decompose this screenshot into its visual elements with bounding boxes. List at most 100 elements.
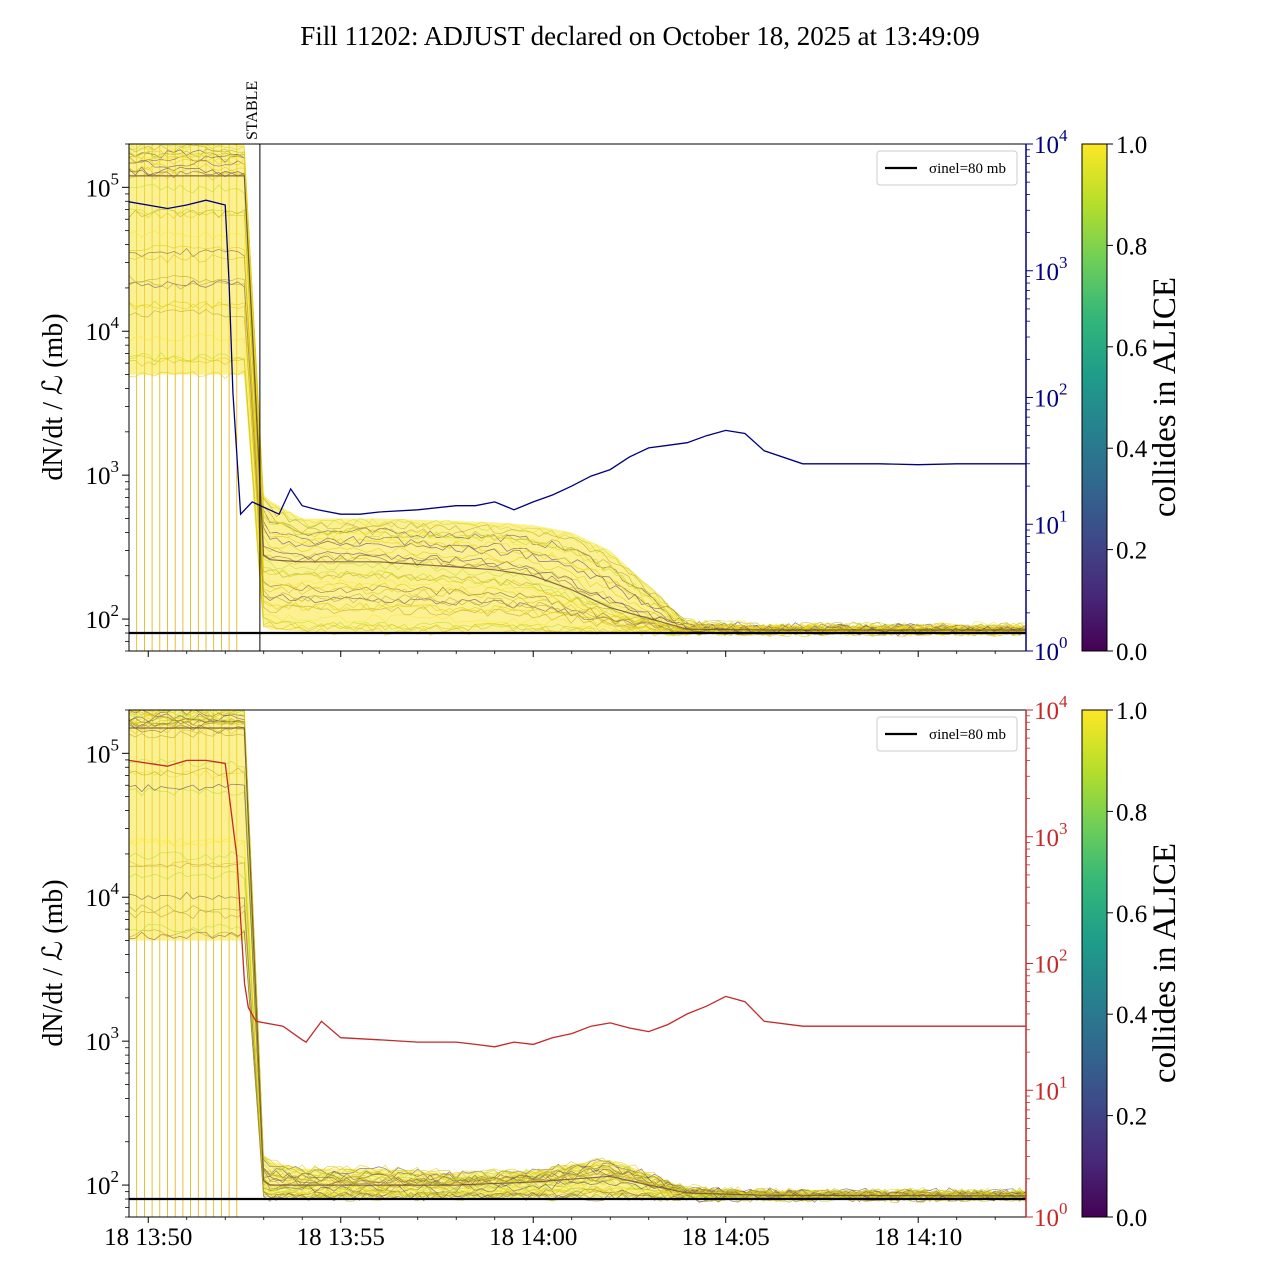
bunch-trace (129, 718, 1026, 1199)
colorbar-tick-label: 1.0 (1116, 698, 1147, 725)
top-right-axis-series (129, 199, 1026, 516)
top-bunch-traces (129, 144, 1026, 651)
colorbar-tick-label: 0.6 (1116, 901, 1147, 928)
bunch-trace (129, 150, 1026, 632)
top-colorbar-label: collides in ALICE (1147, 277, 1183, 517)
bunch-trace (129, 713, 1026, 1198)
bottom-colorbar: 0.0 0.2 0.4 0.6 0.8 1.0 collides in ALICE (1081, 698, 1183, 1232)
bunch-envelope-band (129, 710, 1026, 1199)
bunch-trace (129, 769, 1026, 1201)
x-tick-label: 18 13:50 (104, 1224, 192, 1251)
colorbar-tick-label: 0.6 (1116, 335, 1147, 362)
x-tick-label: 18 14:00 (489, 1224, 577, 1251)
top-left-y-axis: 102 103 104 105 (86, 143, 129, 652)
bunch-trace (129, 358, 1026, 637)
right-tick-label: 104 (1034, 692, 1068, 725)
bunch-trace (129, 711, 1026, 1198)
colorbar-tick-label: 0.0 (1116, 1205, 1147, 1232)
bunch-trace (129, 838, 1026, 1203)
chart-title: Fill 11202: ADJUST declared on October 1… (300, 21, 979, 51)
stable-marker-label: STABLE (244, 81, 261, 140)
y-tick-label: 102 (86, 1167, 120, 1200)
top-y-axis-label: dN/dt / ℒ (mb) (38, 313, 69, 480)
bunch-trace (129, 144, 1026, 631)
bunch-trace (129, 783, 1026, 1201)
bunch-trace (129, 725, 1026, 1201)
right-tick-label: 100 (1034, 633, 1068, 666)
bunch-trace (129, 904, 1026, 1203)
top-panel: STABLE 102 103 104 105 100 101 102 103 104 σine… (38, 81, 1183, 666)
y-tick-label: 105 (86, 169, 120, 202)
bottom-legend-label: σinel=80 mb (929, 727, 1006, 743)
right-tick-label: 103 (1034, 253, 1068, 286)
bunch-trace (129, 710, 1026, 1197)
bottom-colorbar-label: collides in ALICE (1147, 843, 1183, 1083)
bunch-trace (129, 719, 1026, 1200)
bottom-right-axis-series (129, 759, 1026, 1048)
right-tick-label: 101 (1034, 1072, 1068, 1105)
colorbar-tick-label: 0.2 (1116, 538, 1147, 565)
colorbar-tick-label: 0.0 (1116, 639, 1147, 666)
bottom-right-y-axis: 100 101 102 103 104 (1025, 692, 1068, 1232)
bunch-trace (129, 718, 1026, 1199)
y-tick-label: 105 (86, 735, 120, 768)
bunch-trace (129, 717, 1026, 1200)
y-tick-label: 102 (86, 601, 120, 634)
bottom-left-y-axis: 102 103 104 105 (86, 709, 129, 1218)
right-tick-label: 102 (1034, 946, 1068, 979)
bunch-trace (129, 714, 1026, 1199)
bottom-legend: σinel=80 mb (876, 716, 1018, 752)
bunch-trace (129, 717, 1026, 1199)
bunch-core-trace (129, 175, 1026, 631)
bunch-trace (129, 767, 1026, 1202)
bunch-trace (129, 150, 1026, 632)
right-tick-label: 102 (1034, 380, 1068, 413)
y-tick-label: 104 (86, 313, 120, 346)
bunch-trace (129, 710, 1026, 1198)
bunch-trace (129, 152, 1026, 632)
x-tick-label: 18 14:10 (874, 1224, 962, 1251)
bunch-trace (129, 787, 1026, 1201)
x-tick-label: 18 13:55 (297, 1224, 385, 1251)
y-tick-label: 104 (86, 879, 120, 912)
colorbar-tick-label: 0.4 (1116, 1002, 1148, 1029)
top-legend: σinel=80 mb (876, 150, 1018, 186)
bottom-plot-frame (128, 709, 1027, 1218)
bunch-trace (129, 758, 1026, 1201)
bunch-trace (129, 837, 1026, 1202)
right-tick-label: 103 (1034, 819, 1068, 852)
bunch-trace (129, 155, 1026, 633)
bunch-trace (129, 721, 1026, 1200)
right-tick-label: 101 (1034, 506, 1068, 539)
bottom-x-axis: 18 13:50 18 13:55 18 14:00 18 14:05 18 14:10 (104, 1217, 996, 1251)
x-tick-label: 18 14:05 (682, 1224, 770, 1251)
bunch-trace (129, 724, 1026, 1201)
bottom-colorbar-gradient (1081, 709, 1108, 1218)
bunch-core-trace (129, 727, 1026, 1197)
colorbar-tick-label: 0.4 (1116, 436, 1148, 463)
bottom-y-axis-label: dN/dt / ℒ (mb) (38, 879, 69, 1046)
top-legend-label: σinel=80 mb (929, 161, 1006, 177)
top-colorbar-gradient (1081, 143, 1108, 652)
colorbar-tick-label: 0.8 (1116, 233, 1147, 260)
bunch-trace (129, 871, 1026, 1203)
top-colorbar: 0.0 0.2 0.4 0.6 0.8 1.0 collides in ALICE (1081, 132, 1183, 666)
top-x-axis (147, 651, 996, 657)
right-tick-label: 104 (1034, 126, 1068, 159)
top-right-y-axis: 100 101 102 103 104 (1025, 126, 1068, 666)
bunch-trace (129, 715, 1026, 1199)
bottom-bunch-traces (129, 710, 1026, 1217)
y-tick-label: 103 (86, 1023, 120, 1056)
bunch-trace (129, 710, 1026, 1197)
y-tick-label: 103 (86, 457, 120, 490)
colorbar-tick-label: 0.8 (1116, 799, 1147, 826)
bunch-trace (129, 716, 1026, 1199)
bunch-trace (129, 710, 1026, 1197)
colorbar-tick-label: 0.2 (1116, 1104, 1147, 1131)
colorbar-tick-label: 1.0 (1116, 132, 1147, 159)
right-tick-label: 100 (1034, 1199, 1068, 1232)
bunch-trace (129, 710, 1026, 1197)
bunch-trace (129, 730, 1026, 1201)
